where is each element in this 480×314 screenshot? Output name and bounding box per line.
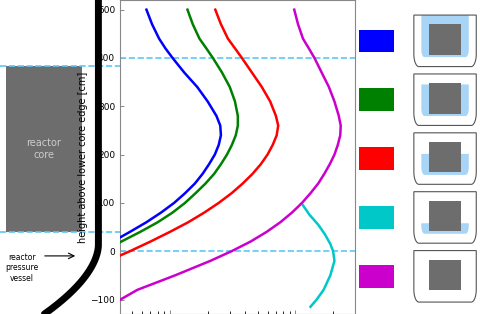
Polygon shape — [421, 15, 469, 57]
Text: reactor
core: reactor core — [26, 138, 61, 160]
Polygon shape — [421, 154, 469, 175]
Bar — [359, 89, 394, 111]
Bar — [359, 147, 394, 170]
Bar — [429, 83, 461, 113]
Bar — [429, 260, 461, 290]
Polygon shape — [421, 223, 469, 234]
Bar — [359, 265, 394, 288]
Bar — [359, 30, 394, 52]
Bar — [6, 66, 82, 232]
Bar — [429, 201, 461, 231]
Polygon shape — [421, 84, 469, 116]
Text: reactor
pressure
vessel: reactor pressure vessel — [5, 253, 38, 283]
Bar — [429, 24, 461, 55]
Y-axis label: height above lower core edge [cm]: height above lower core edge [cm] — [78, 71, 88, 243]
Bar — [429, 142, 461, 172]
Bar — [359, 206, 394, 229]
